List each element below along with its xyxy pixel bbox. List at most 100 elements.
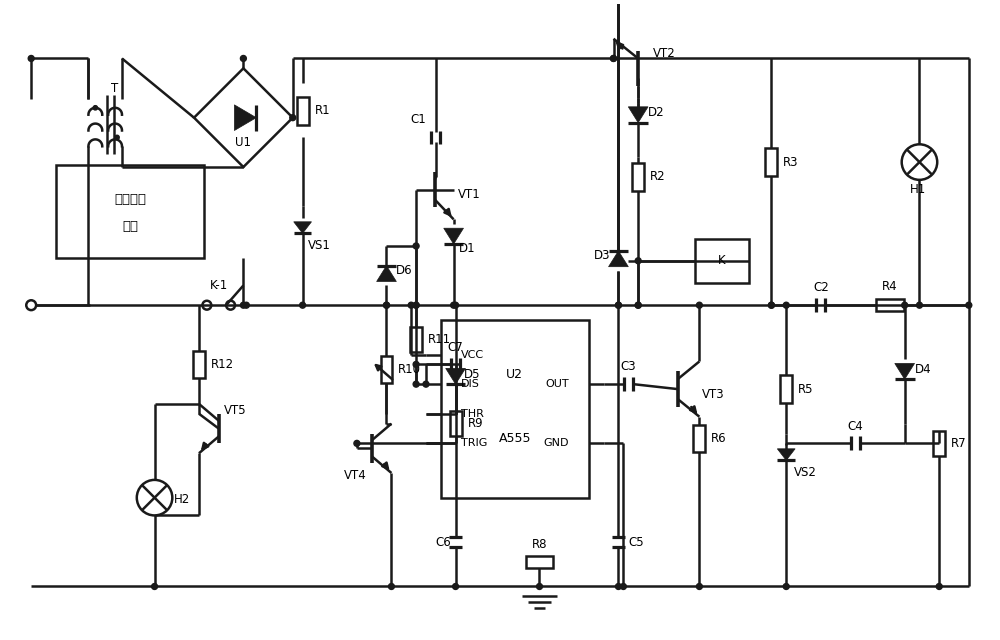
Bar (56, 164, 204, 259)
Text: C3: C3 (620, 360, 636, 373)
Circle shape (615, 302, 621, 308)
Text: C7: C7 (448, 340, 463, 353)
Text: VT2: VT2 (653, 47, 676, 60)
Bar (876, 300, 904, 311)
Text: THR: THR (461, 409, 483, 419)
Text: R11: R11 (428, 333, 451, 346)
Text: D6: D6 (396, 264, 413, 277)
Bar (632, 163, 644, 191)
Polygon shape (777, 449, 795, 460)
Circle shape (611, 56, 616, 61)
Bar (193, 351, 205, 378)
Polygon shape (609, 251, 628, 267)
Text: R10: R10 (398, 363, 421, 376)
Text: U1: U1 (235, 136, 251, 149)
Circle shape (413, 302, 419, 308)
Text: R7: R7 (951, 437, 967, 450)
Polygon shape (444, 228, 463, 244)
Circle shape (240, 302, 246, 308)
Circle shape (696, 584, 702, 589)
Bar (450, 412, 462, 436)
Polygon shape (377, 266, 396, 282)
Text: R4: R4 (882, 280, 898, 293)
Circle shape (413, 243, 419, 249)
Circle shape (413, 302, 419, 308)
Polygon shape (234, 105, 256, 131)
Circle shape (115, 135, 119, 140)
Circle shape (384, 302, 389, 308)
Circle shape (615, 302, 621, 308)
Circle shape (300, 302, 306, 308)
Circle shape (28, 56, 34, 61)
Circle shape (93, 106, 98, 110)
Text: U2: U2 (506, 368, 523, 381)
Polygon shape (446, 369, 465, 384)
Text: VT5: VT5 (224, 404, 246, 417)
Text: D1: D1 (459, 243, 475, 255)
Bar (297, 97, 309, 125)
Circle shape (413, 381, 419, 387)
Text: R9: R9 (467, 417, 483, 430)
Circle shape (423, 381, 429, 387)
Text: OUT: OUT (545, 379, 569, 389)
Bar (765, 148, 777, 176)
Text: VCC: VCC (461, 349, 484, 360)
Circle shape (902, 302, 908, 308)
Circle shape (936, 584, 942, 589)
Bar (441, 320, 589, 498)
Polygon shape (895, 364, 915, 380)
Text: R3: R3 (783, 156, 799, 168)
Text: TRIG: TRIG (461, 438, 487, 449)
Circle shape (354, 440, 360, 446)
Text: T: T (111, 81, 119, 95)
Circle shape (783, 302, 789, 308)
Circle shape (290, 115, 296, 120)
Text: R8: R8 (532, 538, 547, 551)
Text: DIS: DIS (461, 379, 479, 389)
Text: 波纹抑制: 波纹抑制 (114, 193, 146, 206)
Circle shape (611, 56, 616, 61)
Circle shape (696, 302, 702, 308)
Circle shape (635, 302, 641, 308)
Circle shape (152, 584, 158, 589)
Bar (933, 431, 945, 456)
Bar (381, 356, 392, 383)
Text: K-1: K-1 (210, 279, 228, 292)
Text: R5: R5 (798, 383, 814, 396)
Text: C4: C4 (847, 419, 863, 433)
Circle shape (537, 584, 542, 589)
Text: A555: A555 (499, 432, 531, 445)
Text: VT4: VT4 (344, 470, 367, 483)
Polygon shape (294, 222, 311, 234)
Text: H2: H2 (174, 493, 191, 506)
Circle shape (615, 584, 621, 589)
Circle shape (413, 362, 419, 367)
Text: VS2: VS2 (794, 467, 817, 479)
Text: VT3: VT3 (702, 388, 725, 401)
Text: C1: C1 (410, 113, 426, 125)
Text: C2: C2 (813, 282, 829, 294)
Circle shape (635, 302, 641, 308)
Text: K: K (718, 254, 726, 268)
Circle shape (243, 302, 249, 308)
Text: C5: C5 (628, 536, 644, 548)
Circle shape (966, 302, 972, 308)
Circle shape (783, 584, 789, 589)
Circle shape (917, 302, 922, 308)
Circle shape (453, 302, 459, 308)
Circle shape (240, 56, 246, 61)
Text: D3: D3 (594, 250, 610, 262)
Text: D4: D4 (915, 363, 931, 376)
Text: VS1: VS1 (308, 239, 330, 252)
Circle shape (451, 302, 457, 308)
Bar (780, 375, 792, 403)
Text: VT1: VT1 (458, 188, 480, 201)
Circle shape (768, 302, 774, 308)
Circle shape (384, 302, 389, 308)
Text: D2: D2 (648, 106, 665, 119)
Bar (410, 328, 422, 352)
Circle shape (388, 584, 394, 589)
Text: C6: C6 (436, 536, 452, 548)
Text: 电路: 电路 (122, 220, 138, 233)
Bar (693, 424, 705, 452)
